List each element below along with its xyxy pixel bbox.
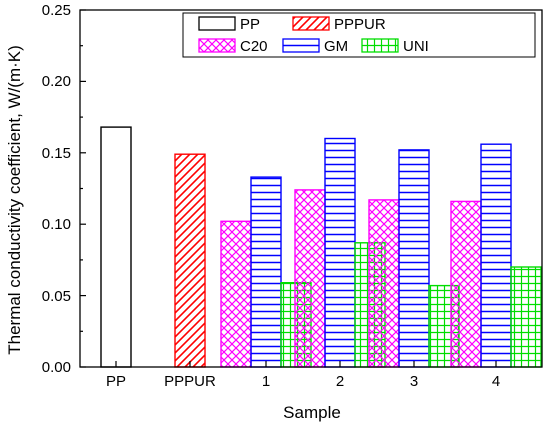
bar-c20-1 <box>220 220 252 368</box>
x-axis-title: Sample <box>283 403 341 422</box>
x-tick-label: PPPUR <box>164 373 216 390</box>
bars <box>100 126 542 368</box>
x-tick-label: 3 <box>410 373 418 390</box>
bar-gm-1 <box>250 176 282 368</box>
legend-label-pp: PP <box>240 16 260 33</box>
y-axis-tick-labels: 0.00 0.05 0.10 0.15 0.20 0.25 <box>42 2 71 376</box>
y-tick-label: 0.25 <box>42 2 71 19</box>
plot-area <box>79 9 543 368</box>
y-tick-label: 0.15 <box>42 145 71 162</box>
legend-swatch-c20 <box>198 38 236 53</box>
legend-swatch-pppur <box>292 16 330 31</box>
y-axis-title: Thermal conductivity coefficient, W/(m·K… <box>5 45 24 355</box>
axis-ticks <box>80 9 497 368</box>
legend-swatch-uni <box>361 38 399 53</box>
x-tick-label: PP <box>106 373 126 390</box>
legend-swatch-gm <box>282 38 320 53</box>
y-tick-label: 0.05 <box>42 288 71 305</box>
bar-c20-3 <box>368 199 400 368</box>
bar-gm-2 <box>324 137 356 368</box>
bar-gm-3 <box>398 149 430 368</box>
legend-frame <box>182 12 536 58</box>
bar-uni-4 <box>510 266 542 368</box>
bar-pp-pp <box>100 126 132 368</box>
legend-label-c20: C20 <box>240 38 268 55</box>
x-tick-label: 4 <box>492 373 500 390</box>
legend: PP PPPUR C20 GM UNI <box>182 12 536 58</box>
legend-swatch-pp <box>198 16 236 31</box>
bar-pppur-pppur <box>174 153 206 368</box>
legend-label-pppur: PPPUR <box>334 16 386 33</box>
bar-c20-4 <box>450 200 482 368</box>
legend-label-uni: UNI <box>403 38 429 55</box>
bar-gm-4 <box>480 143 512 368</box>
y-tick-label: 0.10 <box>42 216 71 233</box>
x-tick-label: 1 <box>262 373 270 390</box>
legend-label-gm: GM <box>324 38 348 55</box>
x-axis-tick-labels: PP PPPUR 1 2 3 4 <box>106 373 500 390</box>
y-tick-label: 0.00 <box>42 359 71 376</box>
y-tick-label: 0.20 <box>42 73 71 90</box>
bar-c20-2 <box>294 189 326 368</box>
x-tick-label: 2 <box>336 373 344 390</box>
